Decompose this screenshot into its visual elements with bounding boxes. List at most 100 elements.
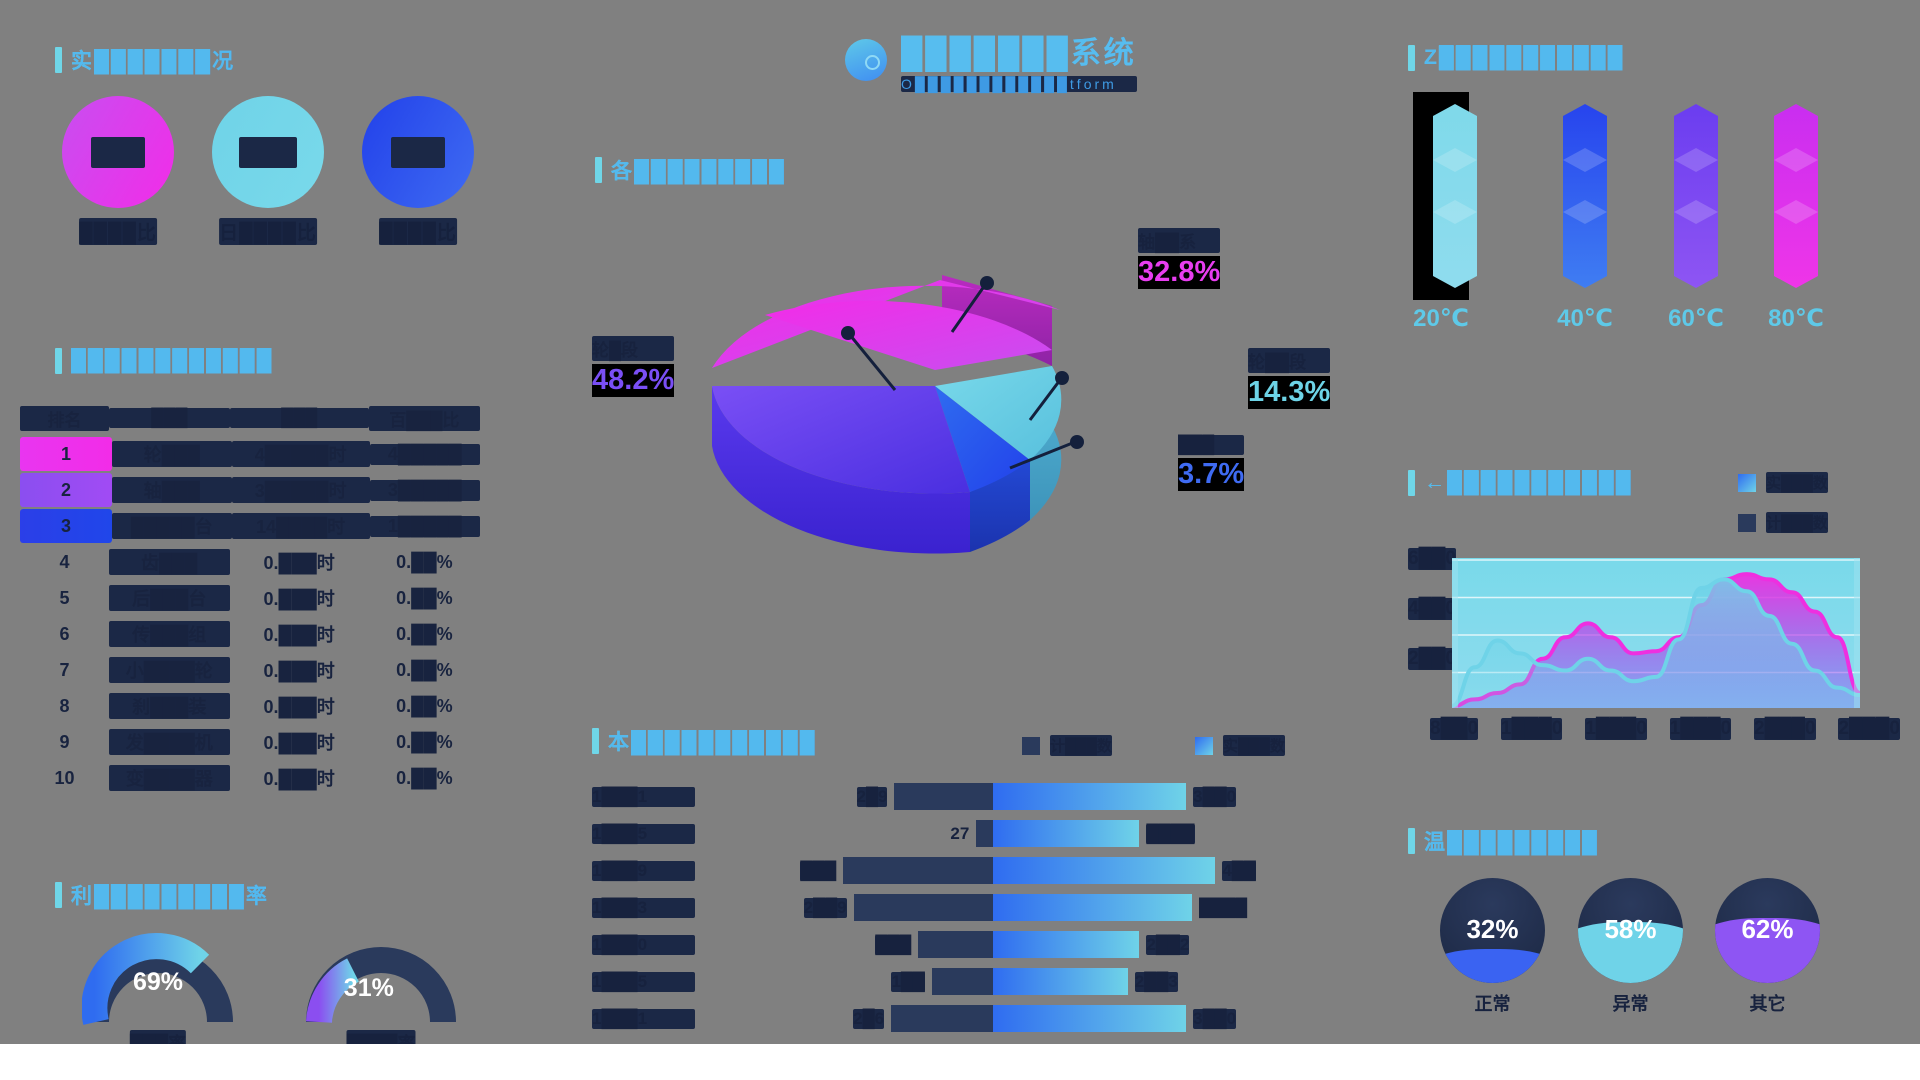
tornado-left-group: 2██9 (695, 894, 994, 921)
tornado-row[interactable]: 1███0 ███ 2██2 (592, 926, 1292, 963)
table-row[interactable]: 9 发████机 0.███时 0.██% (20, 724, 480, 760)
tornado-right-value: 2██3 (1134, 971, 1178, 992)
rank-cell-name: 传███组 (109, 621, 230, 647)
kpi-disc-2: 8██ (362, 96, 474, 208)
tornado-row[interactable]: 1███1 2█9 3██0 (592, 778, 1292, 815)
tornado-category: 1███1 (592, 786, 695, 807)
rank-col-0: 排名 (20, 405, 110, 431)
area-legend-1[interactable]: 计███数 (1738, 512, 1828, 533)
title-tick-icon (55, 47, 62, 73)
tornado-left-group: 2█9 (695, 783, 994, 810)
rank-cell-rank: 6 (59, 623, 70, 644)
tornado-left-value: 1██ (891, 971, 925, 992)
tornado-row[interactable]: 1███9 ███ 4██ (592, 852, 1292, 889)
tornado-row[interactable]: 1███1 2█6 3██0 (592, 1000, 1292, 1037)
rank-badge: 3 (20, 509, 112, 543)
tornado-right-group: ████ (993, 894, 1292, 921)
semi-gauge-arc-1 (306, 947, 456, 1024)
thermo-bar-1[interactable]: 40℃ (1557, 100, 1613, 332)
rank-cell-pct: 0.██% (396, 623, 453, 644)
rank-cell-pct: 0.██% (396, 587, 453, 608)
kpi-card-0[interactable]: 8██ ████比 (62, 96, 174, 245)
rank-cell-value: 0.███时 (263, 661, 335, 681)
rank-cell-name: 变████器 (109, 765, 230, 791)
table-row[interactable]: 5 后███台 0.███时 0.██% (20, 580, 480, 616)
table-row[interactable]: 8 刹███装 0.███时 0.██% (20, 688, 480, 724)
semi-gauge-0[interactable]: 69% ███率 (81, 918, 234, 1056)
tornado-legend-label-1: 实███数 (1223, 735, 1285, 756)
tornado-category: 1███0 (592, 934, 695, 955)
pie-label-name-1: 轴██系 (1138, 228, 1221, 253)
thermo-panel-title-text: Z███████████ (1424, 46, 1625, 69)
rank-cell-value: 4█████时 (231, 441, 370, 467)
liquid-gauge-ball (1578, 878, 1683, 983)
table-row[interactable]: 2 轴███ 3█████时 3█████ (20, 472, 480, 508)
table-row[interactable]: 10 变████器 0.███时 0.██% (20, 760, 480, 796)
table-row[interactable]: 7 小████轮 0.███时 0.██% (20, 652, 480, 688)
rank-col-1: ███ (109, 408, 230, 428)
pie-label-2: 轮██段 14.3% (1248, 348, 1331, 409)
tornado-row[interactable]: 1███3 2██9 ████ (592, 889, 1292, 926)
liquid-gauge-2[interactable]: 62% 其它 (1715, 878, 1820, 1014)
table-row[interactable]: 3 █████台 14████时 1█████ (20, 508, 480, 544)
liquid-gauge-pct-1: 58% (1604, 914, 1657, 944)
thermo-bar-0[interactable]: 20℃ (1413, 92, 1477, 332)
tornado-right-bar (993, 968, 1128, 995)
liquid-gauge-caption-1: 异常 (1612, 994, 1649, 1014)
liquid-panel-title: 温█████████ (1408, 826, 1599, 856)
thermo-bar-2[interactable]: 60℃ (1668, 100, 1724, 332)
table-row[interactable]: 4 齿███ 0.███时 0.██% (20, 544, 480, 580)
thermo-bar-3[interactable]: 80℃ (1768, 100, 1824, 332)
rank-cell-pct: 3█████ (369, 479, 480, 501)
semi-gauge-value-1: 31% (343, 974, 394, 1002)
liquid-gauge-0[interactable]: 32% 正常 (1440, 878, 1545, 1014)
rank-cell-pct: 0.██% (396, 731, 453, 752)
kpi-card-1[interactable]: ███ 日████比 (212, 96, 324, 245)
tornado-chart: 1███1 2█9 3██0 1███5 27 ████ 1███9 ███ 4██ 1███3 2… (592, 778, 1292, 1037)
rank-cell-pct: 1█████ (369, 515, 480, 537)
tornado-left-value: ███ (800, 860, 837, 881)
liquid-gauge-1[interactable]: 58% 异常 (1578, 878, 1683, 1014)
table-row[interactable]: 6 传███组 0.███时 0.██% (20, 616, 480, 652)
rank-cell-name: 小████轮 (109, 657, 230, 683)
title-tick-icon (1408, 45, 1415, 71)
kpi-value-0: 8██ (91, 136, 145, 168)
tornado-right-value: 4██ (1222, 860, 1256, 881)
pie-chart-3d[interactable] (700, 220, 1170, 580)
tornado-category: 1███9 (592, 860, 695, 881)
semi-gauge-arc-0 (81, 933, 233, 1025)
pie-label-3: ███ 3.7% (1178, 435, 1245, 491)
title-tick-icon (595, 157, 602, 183)
semi-panel-title-text: 利█████████率 (71, 880, 269, 910)
tornado-legend-1[interactable]: 实███数 (1195, 735, 1285, 756)
tornado-row[interactable]: 1███5 1██ 2██3 (592, 963, 1292, 1000)
area-x-tick-4: 2███0 (1754, 718, 1816, 740)
area-chart[interactable] (1452, 558, 1860, 708)
area-legend-0[interactable]: 实███数 (1738, 472, 1828, 493)
rank-cell-value: 3█████时 (231, 477, 370, 503)
pie-panel-title-text: 各█████████ (611, 155, 786, 185)
rank-cell-name: 轮███ (112, 441, 232, 467)
kpi-disc-1: ███ (212, 96, 324, 208)
table-row[interactable]: 1 轮███ 4█████时 4█████ (20, 436, 480, 472)
rank-cell-value: 0.███时 (263, 553, 335, 573)
area-x-tick-1: 1███0 (1500, 718, 1563, 740)
kpi-card-2[interactable]: 8██ ████比 (362, 96, 474, 245)
tornado-right-group: 2██3 (993, 968, 1292, 995)
rank-cell-name: █████台 (112, 513, 232, 539)
kpi-panel-title-text: 实███████况 (71, 45, 235, 75)
kpi-value-2: 8██ (391, 136, 445, 168)
pie-label-0: 轮█段 48.2% (592, 336, 675, 397)
tornado-legend-0[interactable]: 计███数 (1022, 735, 1112, 756)
tornado-left-value: 2█6 (853, 1008, 885, 1029)
rank-cell-pct: 0.██% (396, 695, 453, 716)
semi-gauge-1[interactable]: 31% ████率 (305, 918, 457, 1056)
tornado-row[interactable]: 1███5 27 ████ (592, 815, 1292, 852)
tornado-right-bar (993, 783, 1187, 810)
tornado-left-group: ███ (695, 857, 994, 884)
tornado-left-group: ███ (695, 931, 994, 958)
area-y-tick-2: 2██0 (1407, 648, 1456, 670)
pie-label-name-0: 轮█段 (592, 336, 675, 361)
rank-cell-rank: 7 (59, 659, 70, 680)
semi-panel-title: 利█████████率 (55, 880, 269, 910)
